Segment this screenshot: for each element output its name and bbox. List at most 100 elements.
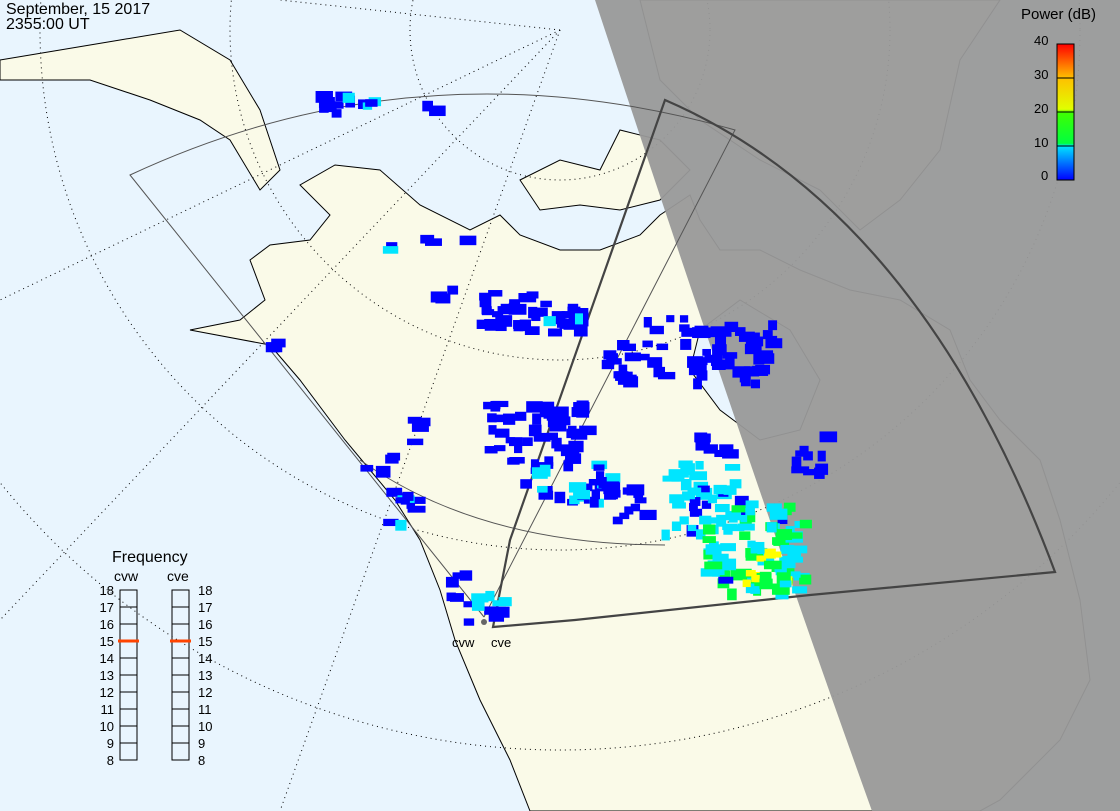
frequency-cell [171, 708, 190, 727]
backscatter-cell [679, 315, 689, 323]
backscatter-cell [526, 291, 539, 299]
backscatter-cell [382, 246, 399, 254]
backscatter-cell [395, 519, 407, 531]
backscatter-cell [787, 551, 802, 558]
backscatter-cell [817, 450, 826, 462]
colorbar-tick: 30 [1034, 67, 1049, 82]
backscatter-cell [319, 103, 329, 113]
backscatter-cell [783, 507, 792, 516]
backscatter-cell [583, 483, 593, 492]
backscatter-cell [668, 469, 684, 481]
backscatter-cell [563, 460, 574, 472]
backscatter-cell [553, 406, 569, 418]
backscatter-cell [725, 510, 742, 521]
backscatter-cell [803, 451, 813, 461]
frequency-cell [171, 640, 190, 659]
backscatter-cell [430, 291, 448, 303]
backscatter-cell [547, 432, 558, 441]
frequency-tick: 8 [198, 753, 206, 768]
backscatter-cell [539, 464, 551, 477]
backscatter-cell [694, 433, 711, 443]
backscatter-cell [642, 340, 653, 348]
backscatter-cell [757, 350, 774, 359]
backscatter-cell [745, 500, 759, 509]
backscatter-cell [714, 503, 730, 513]
backscatter-cell [819, 431, 838, 443]
backscatter-cell [463, 601, 478, 608]
backscatter-cell [318, 100, 331, 108]
frequency-cell [119, 640, 138, 659]
backscatter-cell [326, 97, 335, 109]
backscatter-cell [680, 466, 689, 478]
date-label: September, 15 2017 [6, 1, 151, 18]
backscatter-cell [624, 506, 634, 515]
backscatter-cell [342, 92, 355, 103]
frequency-tick: 16 [99, 617, 114, 632]
frequency-tick: 12 [198, 685, 213, 700]
backscatter-cell [698, 357, 708, 366]
backscatter-cell [591, 489, 600, 500]
backscatter-cell [492, 600, 506, 607]
backscatter-cell [769, 508, 788, 520]
backscatter-cell [536, 307, 548, 317]
backscatter-cell [520, 479, 532, 489]
backscatter-cell [701, 500, 712, 509]
backscatter-cell [447, 285, 459, 295]
backscatter-cell [732, 525, 745, 532]
backscatter-cell [710, 354, 723, 366]
frequency-cell [171, 606, 190, 625]
backscatter-cell [720, 543, 736, 552]
backscatter-cell [703, 517, 721, 524]
backscatter-cell [647, 357, 663, 368]
backscatter-cell [700, 568, 719, 577]
backscatter-cell [714, 449, 728, 458]
frequency-tick: 18 [99, 583, 114, 598]
frequency-cell [171, 725, 190, 744]
backscatter-cell [576, 406, 590, 418]
backscatter-cell [779, 556, 796, 569]
backscatter-cell [395, 497, 410, 504]
frequency-tick: 14 [198, 651, 213, 666]
colorbar-title: Power (dB) [1021, 6, 1097, 23]
backscatter-cell [687, 524, 697, 532]
backscatter-cell [544, 456, 554, 467]
backscatter-cell [484, 606, 500, 615]
backscatter-cell [791, 456, 802, 468]
backscatter-cell [722, 449, 739, 459]
backscatter-cell [731, 505, 747, 513]
backscatter-cell [792, 586, 808, 594]
frequency-tick: 15 [99, 634, 114, 649]
radar-fov-cvw [129, 93, 736, 618]
backscatter-cell [766, 503, 782, 512]
frequency-tick: 11 [100, 702, 115, 717]
backscatter-cell [712, 553, 729, 563]
time-label: 2355:00 UT [6, 16, 90, 33]
backscatter-cell [552, 314, 566, 325]
colorbar-tick: 40 [1034, 33, 1049, 48]
backscatter-cell [705, 544, 722, 555]
backscatter-cell [747, 511, 756, 523]
backscatter-cell [412, 420, 421, 427]
backscatter-cell [634, 497, 647, 504]
frequency-tick: 15 [198, 634, 213, 649]
frequency-cell [171, 674, 190, 693]
backscatter-cell [712, 344, 727, 356]
backscatter-cell [539, 406, 549, 418]
backscatter-cell [492, 311, 504, 318]
backscatter-cell [554, 491, 566, 504]
backscatter-cell [717, 326, 732, 337]
backscatter-cell [795, 450, 806, 457]
backscatter-cell [528, 424, 542, 437]
backscatter-cell [718, 576, 734, 584]
backscatter-cell [791, 545, 808, 554]
backscatter-cell [479, 295, 492, 308]
backscatter-cell [750, 547, 765, 554]
colorbar [1056, 43, 1075, 181]
backscatter-cell [270, 344, 280, 353]
backscatter-cell [607, 487, 618, 500]
backscatter-cell [522, 437, 533, 447]
backscatter-cell [696, 370, 708, 381]
backscatter-cell [322, 105, 337, 113]
cve-frequency-label: cve [167, 568, 189, 584]
